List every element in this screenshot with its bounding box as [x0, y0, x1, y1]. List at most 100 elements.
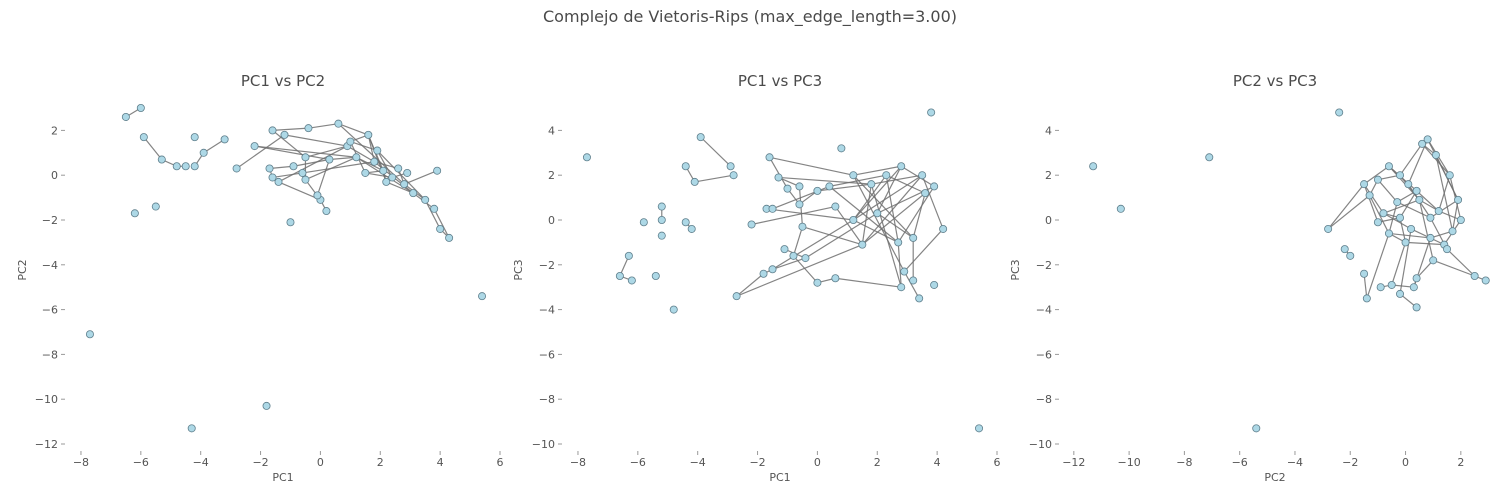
data-point: [394, 164, 403, 173]
data-point: [1362, 294, 1371, 303]
edge-line: [1366, 233, 1390, 299]
edge-line: [853, 165, 902, 176]
subplot-pc1-vs-pc3: PC1 vs PC3 PC1 PC3 −8 −6 −4 −2 0 2 4 6 420−2−4−…: [512, 72, 1001, 484]
edge-layer: [125, 107, 450, 239]
data-point: [1393, 198, 1402, 207]
y-tick-label: 4: [1045, 124, 1052, 137]
data-point: [849, 215, 858, 224]
data-point: [409, 189, 418, 198]
data-point: [436, 224, 445, 233]
edge-line: [272, 172, 303, 179]
x-tick-label: 0: [317, 456, 324, 469]
edge-line: [903, 228, 944, 272]
edge-line: [272, 127, 309, 131]
edge-line: [834, 206, 863, 245]
y-tick-label: −10: [532, 438, 555, 451]
edge-line: [1383, 212, 1412, 230]
data-point: [370, 157, 379, 166]
edge-line: [308, 123, 339, 129]
data-point: [873, 209, 882, 218]
y-tick-label: −8: [539, 393, 555, 406]
edge-line: [302, 161, 375, 174]
edge-line: [870, 183, 902, 288]
edge-line: [1396, 201, 1431, 219]
edge-line: [269, 165, 294, 170]
y-tick-label: 0: [1045, 214, 1052, 227]
data-point: [304, 124, 313, 133]
edge-line: [305, 145, 348, 158]
data-point: [1412, 274, 1421, 283]
y-axis: 4 2 0 −2 −4 −6 −8 −10: [1029, 124, 1059, 451]
data-point: [849, 171, 858, 180]
data-point: [403, 168, 412, 177]
y-tick-label: −4: [42, 259, 58, 272]
x-tick-label: −12: [1062, 456, 1085, 469]
data-point: [1445, 171, 1454, 180]
edge-line: [1363, 183, 1384, 214]
data-point: [774, 173, 783, 182]
edge-line: [284, 134, 348, 147]
data-point: [268, 126, 277, 135]
edge-line: [805, 212, 878, 259]
data-point: [1252, 424, 1261, 433]
subplot-title: PC1 vs PC2: [241, 72, 325, 90]
data-point: [681, 162, 690, 171]
y-tick-label: −8: [1036, 393, 1052, 406]
data-point: [1407, 224, 1416, 233]
edge-line: [1416, 259, 1434, 279]
x-axis: −8 −6 −4 −2 0 2 4 6: [570, 451, 1001, 469]
data-point: [657, 202, 666, 211]
edge-line: [772, 257, 806, 270]
data-point: [139, 133, 148, 142]
x-tick-label: 0: [814, 456, 821, 469]
data-point: [837, 144, 846, 153]
y-tick-label: −6: [539, 348, 555, 361]
data-point: [268, 173, 277, 182]
data-point: [1379, 209, 1388, 218]
y-tick-label: −10: [1029, 438, 1052, 451]
edge-line: [1399, 228, 1412, 295]
x-axis: −8 −6 −4 −2 0 2 4 6: [73, 451, 504, 469]
data-point: [783, 184, 792, 193]
edge-line: [861, 184, 872, 245]
edge-line: [272, 129, 306, 158]
data-point: [1346, 251, 1355, 260]
x-axis-label: PC1: [272, 471, 293, 484]
edge-line: [1399, 217, 1407, 243]
edge-line: [1418, 199, 1434, 261]
data-point: [624, 251, 633, 260]
data-point: [900, 267, 909, 276]
edge-line: [900, 165, 935, 187]
x-tick-label: 4: [437, 456, 444, 469]
point-layer: [1089, 108, 1490, 433]
x-axis-label: PC1: [769, 471, 790, 484]
edge-line: [1363, 273, 1368, 299]
data-point: [430, 204, 439, 213]
y-tick-label: 0: [51, 169, 58, 182]
data-point: [130, 209, 139, 218]
edge-line: [852, 165, 902, 221]
x-tick-label: −6: [630, 456, 646, 469]
data-point: [274, 177, 283, 186]
data-point: [639, 218, 648, 227]
edge-line: [1377, 179, 1398, 203]
data-point: [975, 424, 984, 433]
x-tick-label: −4: [690, 456, 706, 469]
subplot-pc2-vs-pc3: PC2 vs PC3 PC2 PC3 −12 −10 −8 −6 −4 −2 0 2 420−…: [1009, 72, 1490, 484]
data-point: [1454, 195, 1463, 204]
data-point: [301, 175, 310, 184]
data-point: [831, 202, 840, 211]
edge-line: [829, 174, 887, 187]
data-point: [1426, 233, 1435, 242]
data-point: [921, 189, 930, 198]
edge-line: [852, 174, 887, 221]
data-point: [85, 330, 94, 339]
data-point: [265, 164, 274, 173]
edge-line: [316, 159, 330, 196]
y-axis: 4 2 0 −2 −4 −6 −8 −10: [532, 124, 562, 451]
data-point: [280, 130, 289, 139]
figure-title: Complejo de Vietoris-Rips (max_edge_leng…: [543, 7, 957, 26]
edge-line: [885, 175, 899, 243]
data-point: [373, 146, 382, 155]
